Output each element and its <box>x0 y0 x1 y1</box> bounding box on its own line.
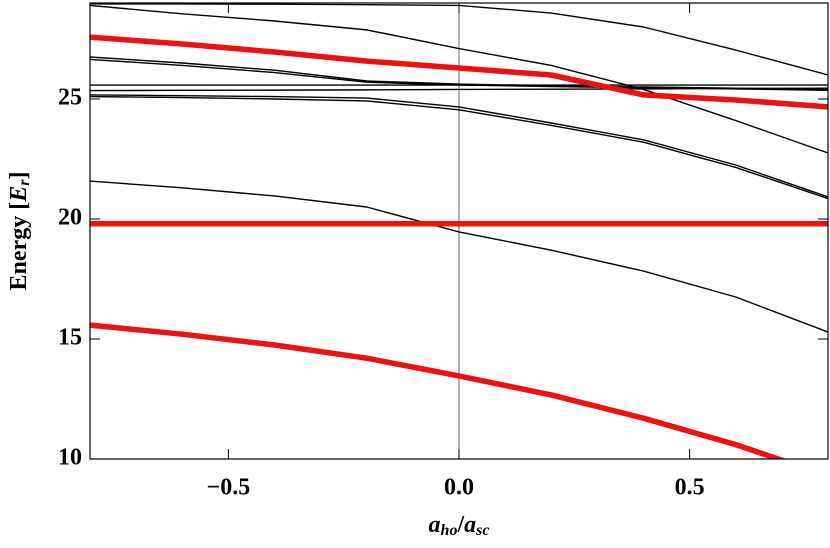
x-label-part: / <box>456 512 464 538</box>
curve <box>90 56 828 91</box>
x-label-part: sc <box>475 522 489 539</box>
y-tick-label: 20 <box>58 205 82 231</box>
curve <box>90 95 828 200</box>
x-tick-label: 0.0 <box>444 475 474 501</box>
curve <box>90 180 828 333</box>
y-axis-label: Energy [Er] <box>6 172 33 291</box>
y-label-part: Energy [ <box>6 202 32 291</box>
x-label-part: a <box>429 512 441 538</box>
curve <box>90 34 828 110</box>
y-label-part: E <box>6 186 32 203</box>
y-label-part: r <box>16 179 33 186</box>
x-axis-label: aho/asc <box>429 512 490 539</box>
x-tick-label: 0.5 <box>675 475 705 501</box>
y-label-part: ] <box>6 172 32 180</box>
y-tick-label: 10 <box>58 445 82 471</box>
y-tick-label: 25 <box>58 85 82 111</box>
y-tick-label: 15 <box>58 325 82 351</box>
x-label-part: a <box>464 512 476 538</box>
curve <box>90 94 828 198</box>
plot-area <box>90 3 828 459</box>
x-label-part: ho <box>441 522 458 539</box>
x-tick-label: −0.5 <box>207 475 251 501</box>
curve <box>90 87 828 92</box>
curve <box>90 322 787 459</box>
curve <box>90 4 828 154</box>
